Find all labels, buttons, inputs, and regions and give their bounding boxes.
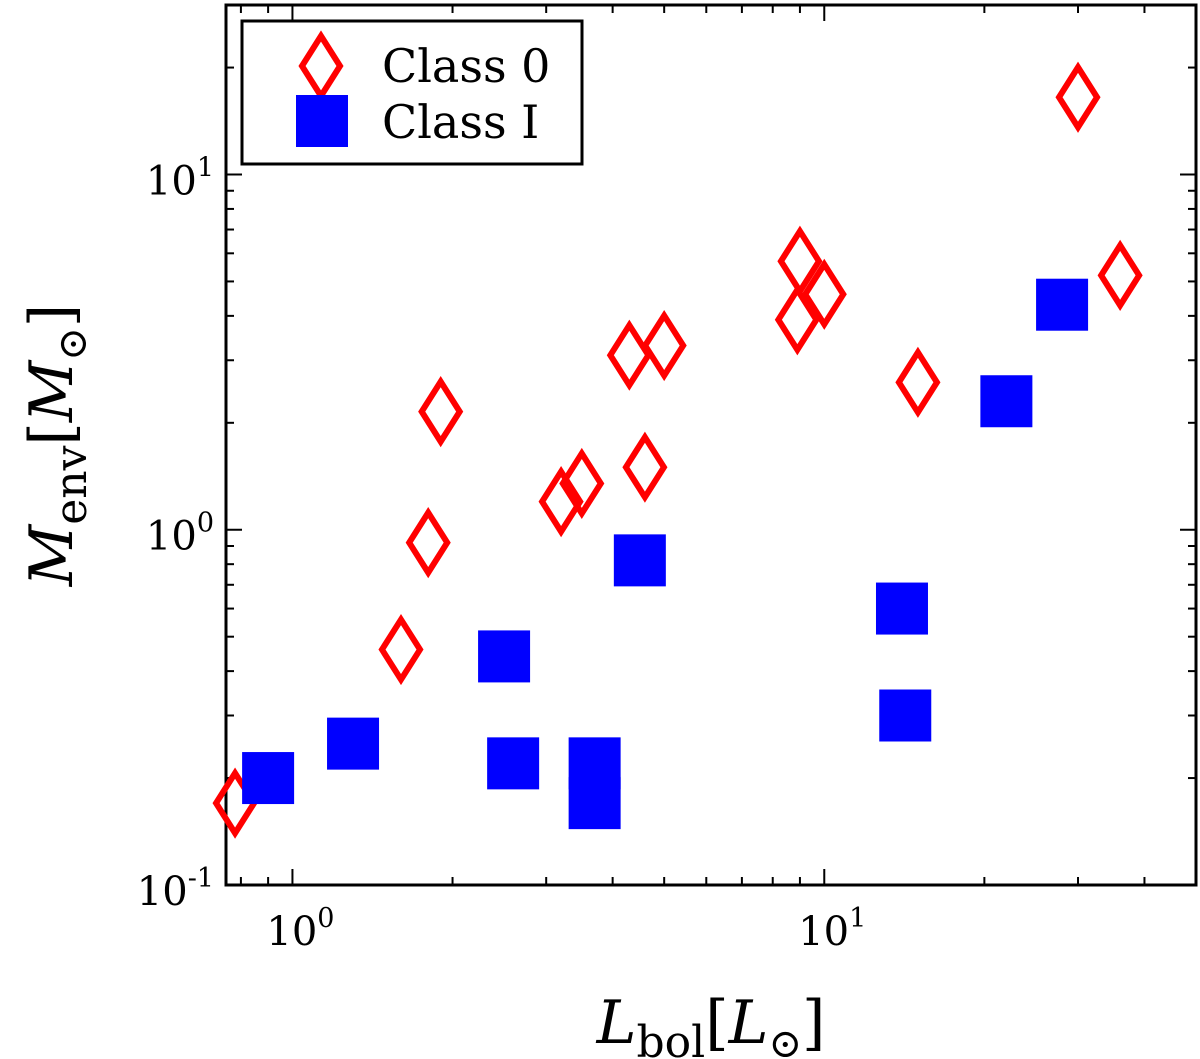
class-1-point [1036, 278, 1089, 331]
class-0-point [378, 613, 424, 686]
class-0-point [774, 284, 820, 356]
class-0-point [559, 447, 605, 520]
class-1-point [613, 534, 666, 587]
class-1-point [879, 689, 932, 742]
tick-label: 100 [266, 903, 334, 955]
class-0-point [418, 376, 464, 448]
tick-label: 101 [146, 152, 214, 204]
y-axis-title: Menv[M⊙] [17, 304, 97, 587]
legend: Class 0 Class I [240, 19, 584, 166]
tick-labels: 100 101 10-1 100 101 [137, 152, 867, 955]
legend-label-class-0: Class 0 [382, 39, 550, 93]
class-1-point [568, 777, 621, 830]
class-0-point [405, 507, 451, 579]
class-1-point [875, 582, 928, 635]
tick-label: 100 [146, 508, 214, 560]
data-markers [212, 61, 1143, 839]
tick-label: 10-1 [137, 863, 214, 915]
legend-markers [296, 30, 348, 147]
class-0-point [1097, 239, 1143, 311]
legend-label-class-1: Class I [382, 95, 539, 149]
legend-marker-class-1 [296, 95, 348, 147]
class-1-point [980, 375, 1033, 428]
plot-frame [224, 3, 1198, 887]
class-0-point [641, 309, 687, 382]
tick-label: 101 [798, 903, 866, 955]
x-axis-title: Lbol[L⊙] [596, 988, 826, 1059]
class-0-point [606, 319, 652, 391]
class-1-point [242, 752, 295, 805]
class-0-point [622, 431, 668, 503]
class-0-point [1055, 61, 1101, 133]
class-0-point [538, 466, 584, 538]
axis-ticks [226, 4, 1197, 886]
class-0-point [801, 258, 847, 330]
class-1-point [478, 630, 531, 683]
class-1-point [327, 717, 380, 770]
class-1-point [487, 737, 540, 790]
class-0-point [895, 346, 941, 418]
